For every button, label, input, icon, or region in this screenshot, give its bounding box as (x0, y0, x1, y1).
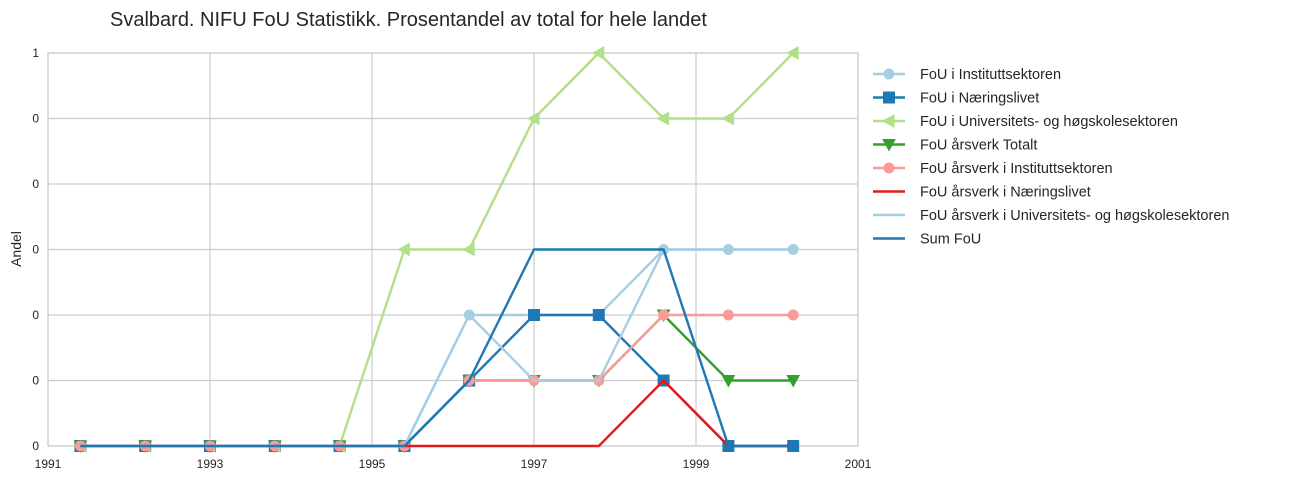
data-point (526, 111, 540, 126)
legend-label: FoU i Universitets- og høgskolesektoren (920, 114, 1178, 130)
y-tick-label: 0 (32, 243, 39, 257)
y-tick-label: 0 (32, 439, 39, 453)
x-tick-label: 1997 (521, 457, 548, 471)
data-point (528, 309, 540, 321)
data-point (658, 309, 670, 321)
x-tick-label: 1991 (35, 457, 62, 471)
y-tick-label: 0 (32, 177, 39, 191)
data-point (397, 242, 410, 257)
data-point (591, 46, 605, 60)
data-point (722, 309, 734, 321)
legend-entry: FoU i Universitets- og høgskolesektoren (873, 114, 1178, 130)
series-line (80, 248, 794, 448)
legend-entry: FoU årsverk i Universitets- og høgskoles… (873, 208, 1229, 224)
data-point (656, 111, 670, 126)
y-tick-label: 1 (32, 46, 39, 60)
series-8 (80, 248, 794, 448)
legend-entry: FoU årsverk i Instituttsektoren (873, 161, 1113, 177)
y-axis-label: Andel (8, 231, 24, 267)
data-point (881, 114, 895, 128)
legend-entry: FoU årsverk i Næringslivet (873, 185, 1091, 201)
x-tick-label: 2001 (845, 457, 872, 471)
data-point (883, 68, 895, 80)
legend-label: FoU årsverk Totalt (920, 138, 1037, 154)
y-tick-label: 0 (32, 374, 39, 388)
y-tick-label: 0 (32, 112, 39, 126)
data-point (462, 242, 475, 257)
x-tick-label: 1999 (683, 457, 710, 471)
legend: FoU i Instituttsektoren FoU i Næringslive… (873, 67, 1229, 248)
series-layer (73, 46, 801, 454)
y-tick-label: 0 (32, 308, 39, 322)
legend-label: FoU i Instituttsektoren (920, 67, 1061, 83)
legend-entry: FoU i Instituttsektoren (873, 67, 1061, 83)
legend-label: FoU i Næringslivet (920, 91, 1039, 107)
data-point (883, 91, 895, 104)
legend-entry: FoU i Næringslivet (873, 91, 1039, 107)
data-point (592, 309, 605, 321)
chart-title: Svalbard. NIFU FoU Statistikk. Prosentan… (110, 9, 707, 31)
x-tick-label: 1993 (197, 457, 224, 471)
legend-entry: Sum FoU (873, 232, 981, 248)
legend-label: FoU årsverk i Næringslivet (920, 185, 1091, 201)
axis-ticks: 1991 1993 1995 1997 1999 2001 0 0 0 0 0 0 1 (32, 46, 871, 471)
data-point (786, 375, 801, 388)
legend-entry: FoU årsverk Totalt (873, 138, 1037, 154)
data-point (721, 111, 734, 126)
data-point (786, 46, 799, 60)
data-point (883, 162, 895, 174)
data-point (882, 139, 896, 152)
legend-label: FoU årsverk i Universitets- og høgskoles… (920, 208, 1229, 224)
data-point (721, 375, 736, 388)
x-tick-label: 1995 (359, 457, 386, 471)
legend-label: FoU årsverk i Instituttsektoren (920, 161, 1113, 177)
legend-label: Sum FoU (920, 232, 981, 248)
data-point (787, 309, 799, 321)
